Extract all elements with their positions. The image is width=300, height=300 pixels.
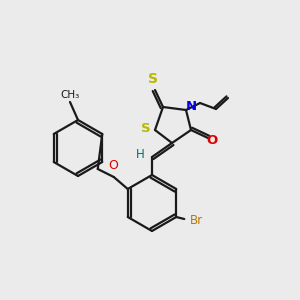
Text: S: S (141, 122, 151, 136)
Text: O: O (206, 134, 218, 146)
Text: O: O (108, 159, 118, 172)
Text: H: H (136, 148, 144, 160)
Text: N: N (185, 100, 197, 113)
Text: Br: Br (190, 214, 203, 227)
Text: CH₃: CH₃ (60, 90, 80, 100)
Text: S: S (148, 72, 158, 86)
